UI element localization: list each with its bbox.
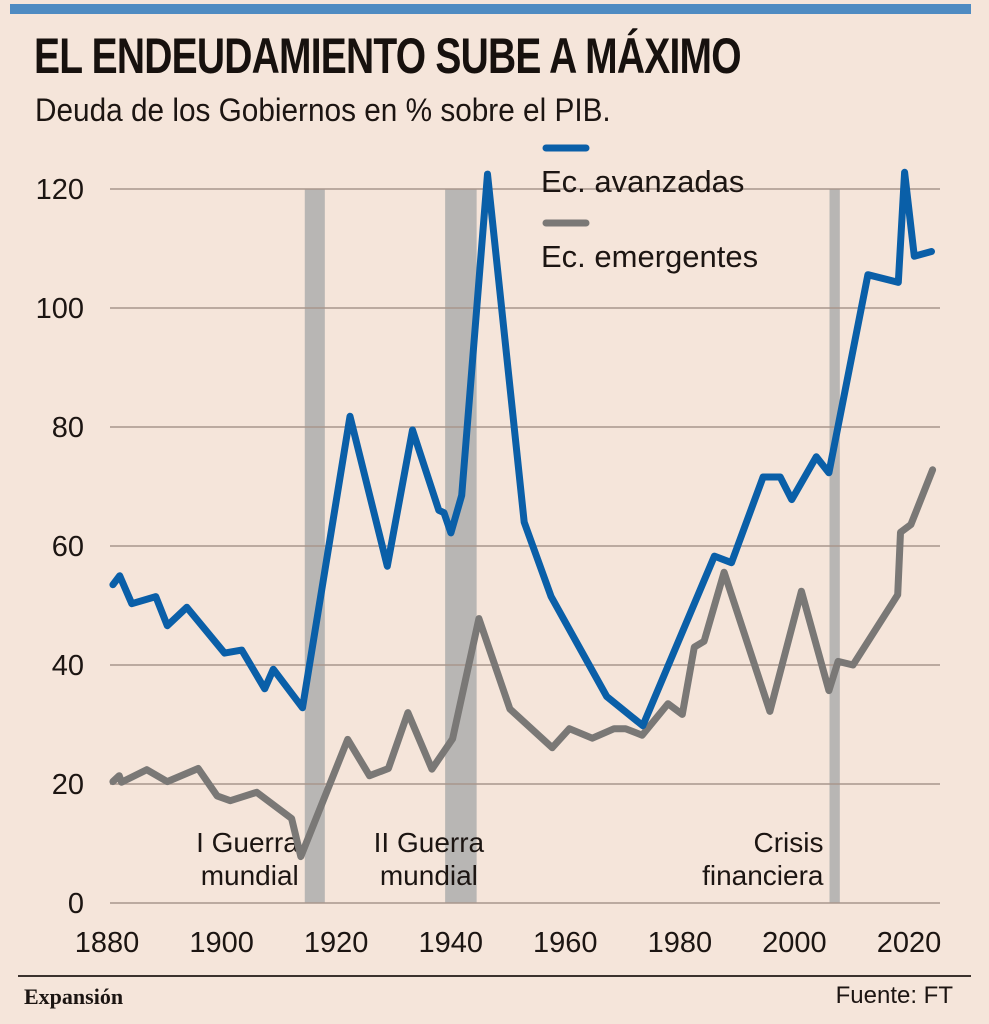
x-tick-label: 1980 — [648, 927, 713, 959]
legend-label-1: Ec. avanzadas — [541, 164, 744, 199]
y-tick-label: 60 — [52, 531, 84, 563]
publisher-logo: Expansión — [24, 984, 124, 1009]
period-label-3: Crisis — [754, 827, 824, 858]
y-tick-label: 0 — [68, 888, 84, 920]
x-tick-label: 1900 — [189, 927, 254, 959]
x-tick-label: 2000 — [762, 927, 827, 959]
y-axis-ticks: 0 20 40 60 80 100 120 — [36, 174, 84, 920]
x-tick-label: 1880 — [75, 927, 140, 959]
chart-subtitle: Deuda de los Gobiernos en % sobre el PIB… — [35, 92, 611, 128]
emerging-economies-line — [109, 466, 937, 861]
x-axis-ticks: 1880 1900 1920 1940 1960 1980 2000 2020 — [75, 927, 942, 959]
y-tick-label: 20 — [52, 769, 84, 801]
series-lines — [109, 168, 937, 861]
legend: Ec. avanzadas Ec. emergentes — [541, 144, 758, 274]
source-note: Fuente: FT — [835, 982, 953, 1009]
chart-title: EL ENDEUDAMIENTO SUBE A MÁXIMO — [34, 28, 742, 84]
top-accent-bar — [10, 4, 971, 14]
x-tick-label: 1940 — [418, 927, 483, 959]
y-tick-label: 100 — [36, 293, 84, 325]
period-label-1: I Guerra — [196, 827, 299, 858]
legend-label-2: Ec. emergentes — [541, 239, 758, 274]
y-tick-label: 40 — [52, 650, 84, 682]
period-label-2: mundial — [380, 860, 478, 891]
x-tick-label: 1920 — [304, 927, 369, 959]
x-tick-label: 1960 — [533, 927, 598, 959]
footer-divider — [18, 975, 971, 977]
period-label-2: II Guerra — [374, 827, 485, 858]
y-tick-label: 80 — [52, 412, 84, 444]
advanced-economies-line — [109, 168, 935, 730]
period-label-1: mundial — [201, 860, 299, 891]
period-label-3: financiera — [702, 860, 824, 891]
y-tick-label: 120 — [36, 174, 84, 206]
x-tick-label: 2020 — [877, 927, 942, 959]
